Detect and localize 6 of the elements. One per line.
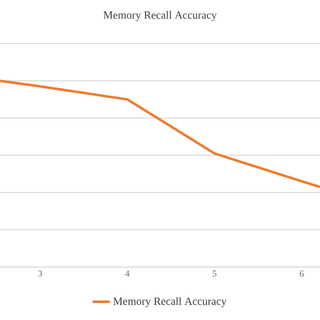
x-tick-label: 5: [212, 270, 216, 277]
chart-title: Memory Recall Accuracy: [104, 11, 217, 21]
x-tick-label: 6: [300, 270, 304, 277]
x-tick-label: 3: [38, 270, 42, 277]
x-tick-label: 4: [125, 270, 130, 276]
legend-label: Memory Recall Accuracy: [113, 297, 227, 308]
